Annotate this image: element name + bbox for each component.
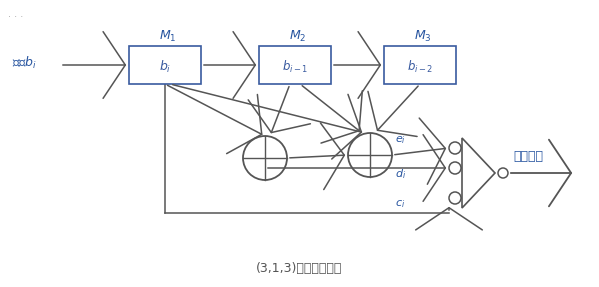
- Circle shape: [449, 142, 461, 154]
- Text: $c_i$: $c_i$: [395, 198, 406, 210]
- Circle shape: [498, 168, 508, 178]
- Polygon shape: [462, 138, 495, 208]
- Text: $M_1$: $M_1$: [159, 28, 177, 44]
- Text: $b_{i-2}$: $b_{i-2}$: [407, 59, 433, 75]
- Text: 输入$b_i$: 输入$b_i$: [12, 55, 37, 71]
- Text: (3,1,3)卷积码编码器: (3,1,3)卷积码编码器: [256, 261, 342, 274]
- Circle shape: [348, 133, 392, 177]
- Text: $M_3$: $M_3$: [414, 28, 432, 44]
- Text: $M_2$: $M_2$: [289, 28, 307, 44]
- Text: $e_i$: $e_i$: [395, 134, 406, 146]
- Bar: [259, 46, 331, 84]
- Bar: [384, 46, 456, 84]
- Text: 编码输出: 编码输出: [513, 150, 543, 164]
- Text: $d_i$: $d_i$: [395, 167, 406, 181]
- Bar: [129, 46, 201, 84]
- Text: $b_i$: $b_i$: [159, 59, 171, 75]
- Circle shape: [243, 136, 287, 180]
- Text: · · ·: · · ·: [8, 12, 23, 22]
- Text: $b_{i-1}$: $b_{i-1}$: [282, 59, 308, 75]
- Circle shape: [449, 192, 461, 204]
- Circle shape: [449, 162, 461, 174]
